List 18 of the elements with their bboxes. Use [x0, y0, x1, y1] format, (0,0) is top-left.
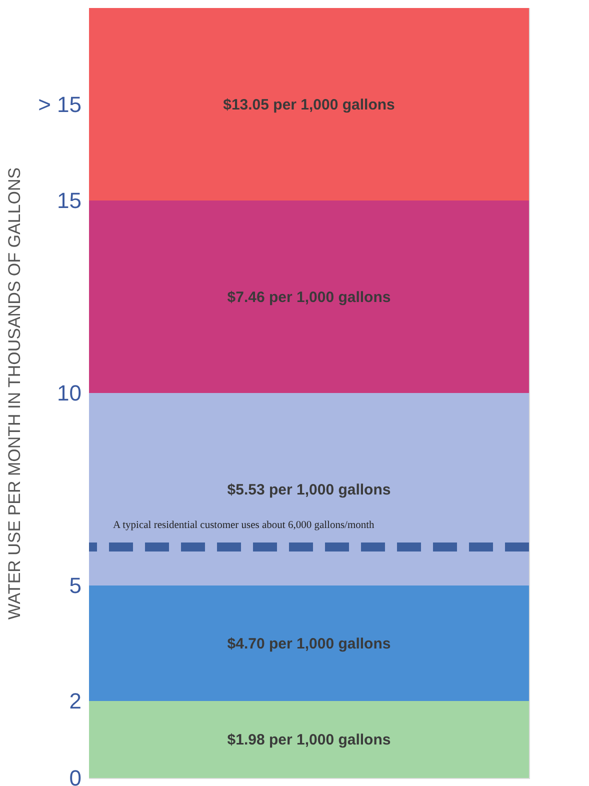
y-tick-label: 0	[69, 766, 82, 786]
bar	[89, 8, 529, 200]
bar	[89, 586, 529, 701]
bar	[89, 701, 529, 778]
y-axis-title: WATER USE PER MONTH IN THOUSANDS OF GALLONS	[5, 167, 24, 620]
annotation: $5.53 per 1,000 gallons	[227, 481, 391, 498]
y-tick-label: 10	[57, 380, 82, 406]
y-tick-label: 5	[69, 573, 82, 598]
bar	[89, 200, 529, 393]
y-tick-label: > 15	[38, 92, 82, 117]
annotation: $7.46 per 1,000 gallons	[227, 288, 391, 306]
annotation: $1.98 per 1,000 gallons	[227, 732, 391, 748]
y-tick-label: 15	[57, 188, 82, 213]
ref-line-label: A typical residential customer uses about 6,000 gallons/month	[113, 520, 376, 531]
y-tick-label: 2	[69, 688, 82, 714]
bar	[89, 393, 529, 586]
annotation: $4.70 per 1,000 gallons	[227, 635, 391, 652]
annotation: $13.05 per 1,000 gallons	[223, 96, 395, 114]
